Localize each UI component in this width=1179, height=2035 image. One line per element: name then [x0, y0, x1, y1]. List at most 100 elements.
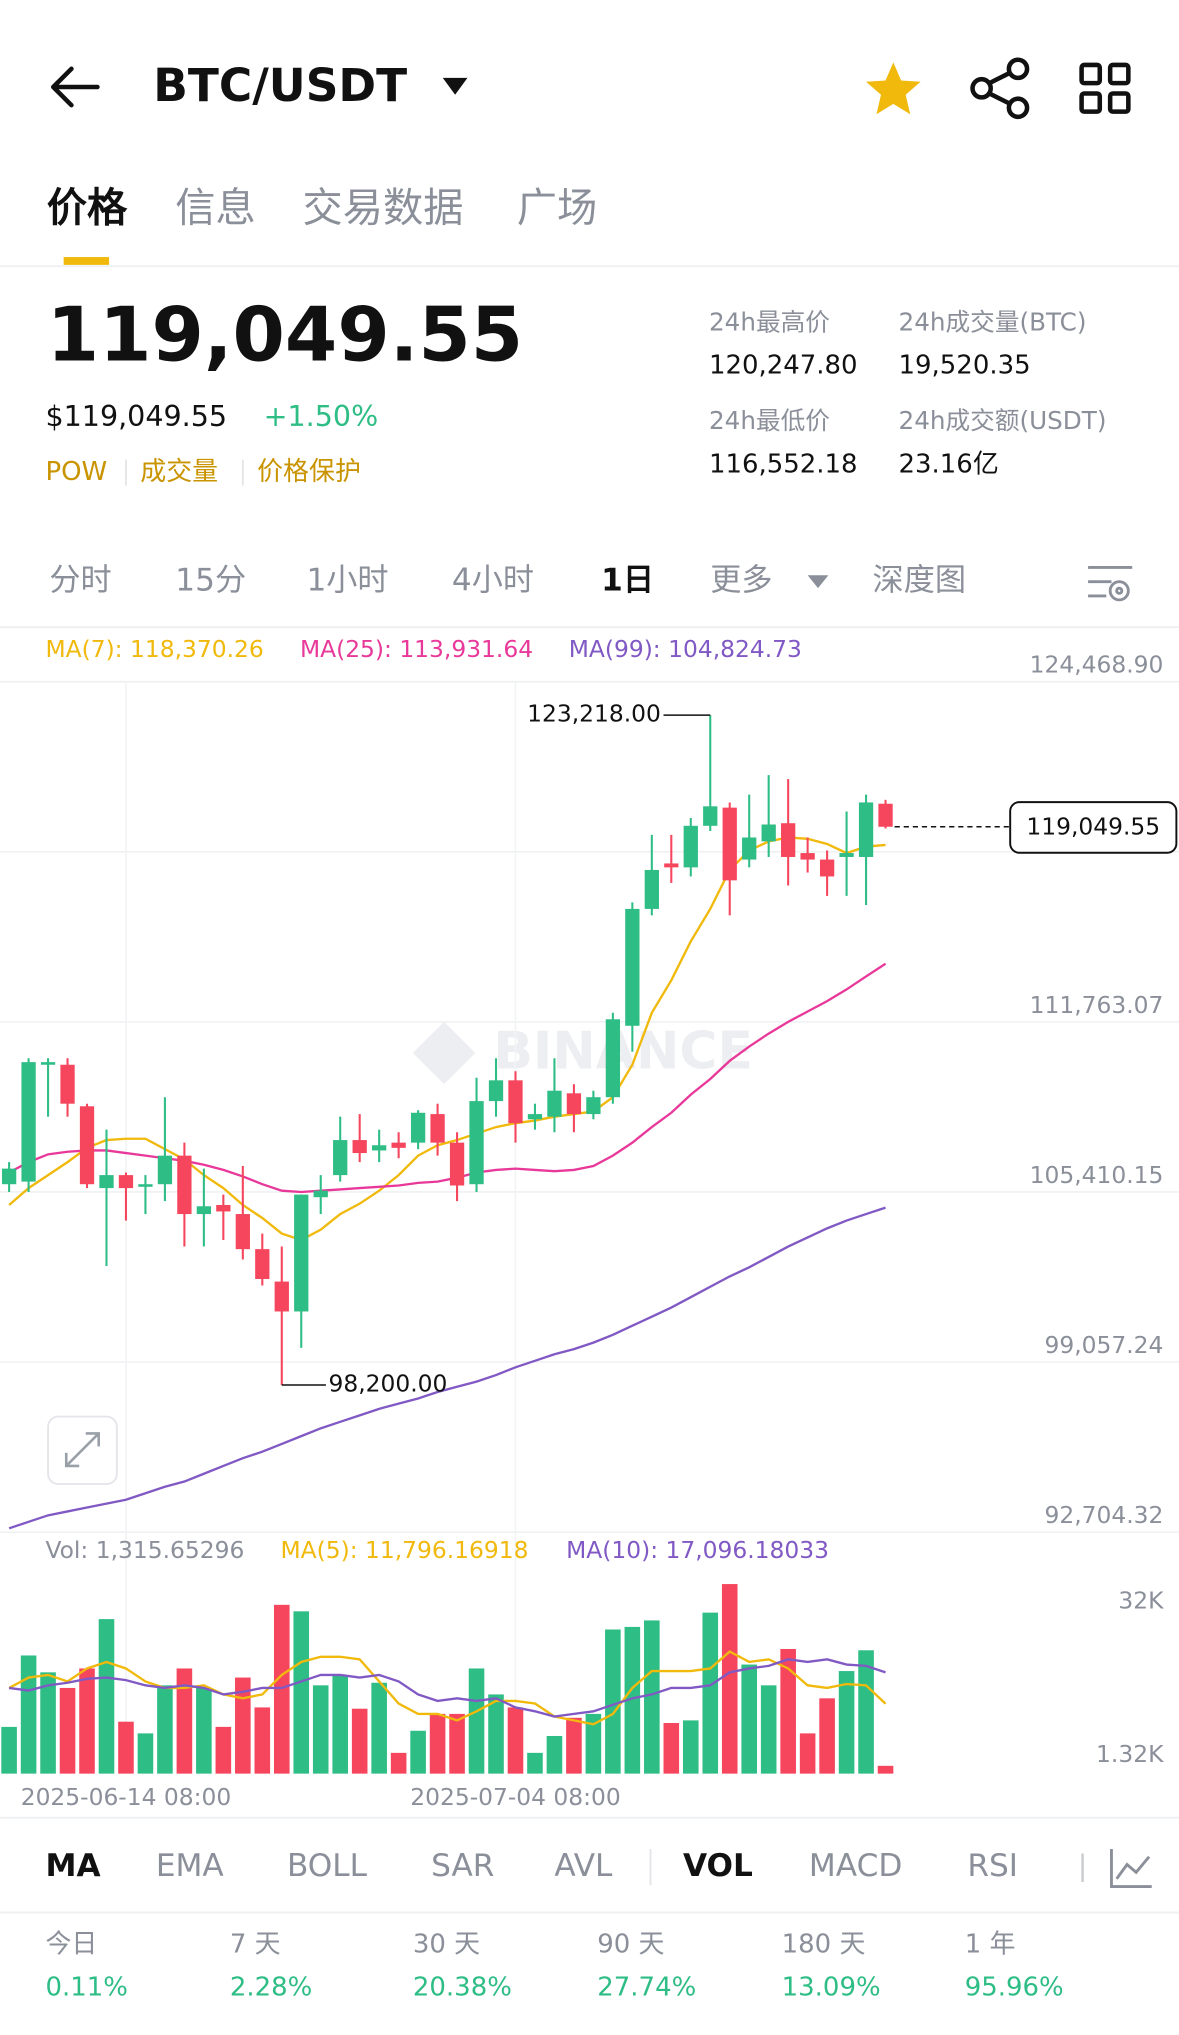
volume-ma-line [8, 1650, 887, 1726]
candle-body [118, 1175, 134, 1189]
interval-tab[interactable]: 15分 [175, 563, 246, 599]
tag[interactable]: 成交量 [140, 457, 218, 487]
interval-tab[interactable]: 1日 [601, 563, 654, 599]
stat-label: 24h成交额(USDT) [899, 406, 1107, 435]
candle-body [878, 803, 893, 827]
tag[interactable]: POW [45, 457, 107, 487]
candle-body [683, 825, 698, 868]
candle-body [858, 802, 874, 857]
candle-body [391, 1142, 406, 1148]
y-tick-label: 1.32K [1096, 1740, 1164, 1768]
volume-bar [819, 1698, 835, 1774]
candle-body [644, 869, 659, 909]
volume-bar [40, 1672, 56, 1774]
pair-title[interactable]: BTC/USDT [153, 59, 407, 112]
stat-value: 23.16亿 [899, 449, 999, 479]
usd-price: $119,049.55 [45, 399, 227, 433]
volume-ma-line [8, 1658, 886, 1718]
candle-body [333, 1140, 348, 1176]
volume-bar [838, 1671, 855, 1774]
legend-entry: MA(7): 118,370.26 [45, 635, 263, 663]
return-period: 1 年 [965, 1930, 1016, 1960]
indicator-tab[interactable]: VOL [683, 1848, 753, 1884]
chart-settings[interactable] [1088, 565, 1133, 602]
volume-bar [410, 1730, 426, 1774]
volume-bar [390, 1752, 407, 1774]
candle-body [819, 859, 835, 877]
volume-bar [59, 1687, 76, 1774]
volume-bar [799, 1733, 816, 1774]
pair-dropdown[interactable] [442, 77, 468, 95]
interval-tab[interactable]: 分时 [49, 563, 111, 599]
indicator-tab[interactable]: RSI [967, 1848, 1018, 1884]
volume-bar [312, 1685, 329, 1774]
candle-body [508, 1080, 523, 1124]
annotation: 123,218.00 [527, 700, 661, 728]
candle-body [313, 1190, 328, 1198]
candle-body [742, 837, 757, 860]
volume-bar [624, 1626, 641, 1774]
indicator-tab[interactable]: MA [45, 1848, 100, 1884]
candle-body [586, 1097, 601, 1115]
more-caret[interactable] [807, 575, 829, 589]
indicator-settings[interactable] [1110, 1848, 1152, 1889]
volume-bar [273, 1604, 290, 1774]
volume-bar [118, 1721, 134, 1774]
stat-label: 24h成交量(BTC) [899, 307, 1087, 336]
y-tick-label: 32K [1118, 1587, 1164, 1615]
ma-line [8, 1206, 886, 1530]
share-button[interactable] [970, 57, 1030, 120]
volume-bar [449, 1713, 465, 1774]
indicator-tab[interactable]: MACD [809, 1848, 902, 1884]
interval-tab[interactable]: 深度图 [873, 563, 966, 599]
ma-line [8, 836, 886, 1242]
fullscreen-button[interactable] [47, 1415, 118, 1486]
indicator-tab[interactable]: SAR [431, 1848, 494, 1884]
last-price: 119,049.55 [47, 291, 523, 379]
return-value: 0.11% [45, 1972, 127, 2002]
stat-value: 120,247.80 [709, 351, 858, 381]
back-button[interactable] [50, 66, 100, 108]
candle-body [40, 1062, 56, 1065]
tab[interactable]: 广场 [517, 185, 598, 231]
volume-bar [254, 1707, 271, 1774]
volume-bar [585, 1713, 602, 1774]
y-tick-label: 111,763.07 [1030, 991, 1164, 1019]
candle-body [410, 1112, 426, 1143]
interval-tab[interactable]: 1小时 [306, 563, 388, 599]
tab[interactable]: 信息 [175, 185, 256, 231]
overflow-hint: | [1078, 1848, 1088, 1882]
volume-bar [760, 1685, 777, 1774]
legend-entry: MA(10): 17,096.18033 [566, 1536, 829, 1564]
interval-tab[interactable]: 4小时 [452, 563, 534, 599]
favorite-star[interactable] [866, 62, 921, 115]
candle-body [274, 1281, 289, 1312]
tab[interactable]: 价格 [47, 185, 128, 231]
menu-grid[interactable] [1079, 62, 1131, 114]
volume-bar [566, 1717, 582, 1774]
y-tick-label: 92,704.32 [1045, 1501, 1164, 1529]
candle-body [800, 853, 815, 860]
volume-bar [605, 1629, 621, 1774]
volume-bar [468, 1668, 485, 1774]
last-price-label: 119,049.55 [1026, 813, 1160, 841]
stat-value: 116,552.18 [709, 449, 858, 479]
tag[interactable]: 价格保护 [257, 457, 361, 487]
volume-bar [429, 1713, 446, 1774]
tab[interactable]: 交易数据 [303, 185, 464, 231]
interval-tab[interactable]: 更多 [710, 563, 772, 599]
volume-bar [351, 1708, 368, 1774]
legend-entry: MA(99): 104,824.73 [569, 635, 802, 663]
indicator-tab[interactable]: EMA [156, 1848, 225, 1884]
volume-bar [1, 1726, 17, 1774]
indicator-tab[interactable]: AVL [554, 1848, 613, 1884]
volume-bar [741, 1664, 757, 1774]
indicator-tab[interactable]: BOLL [287, 1848, 368, 1884]
candle-body [157, 1155, 173, 1185]
return-value: 2.28% [230, 1972, 312, 2002]
candle-body [605, 1019, 621, 1098]
stat-value: 19,520.35 [899, 351, 1031, 381]
return-value: 13.09% [782, 1972, 881, 2002]
